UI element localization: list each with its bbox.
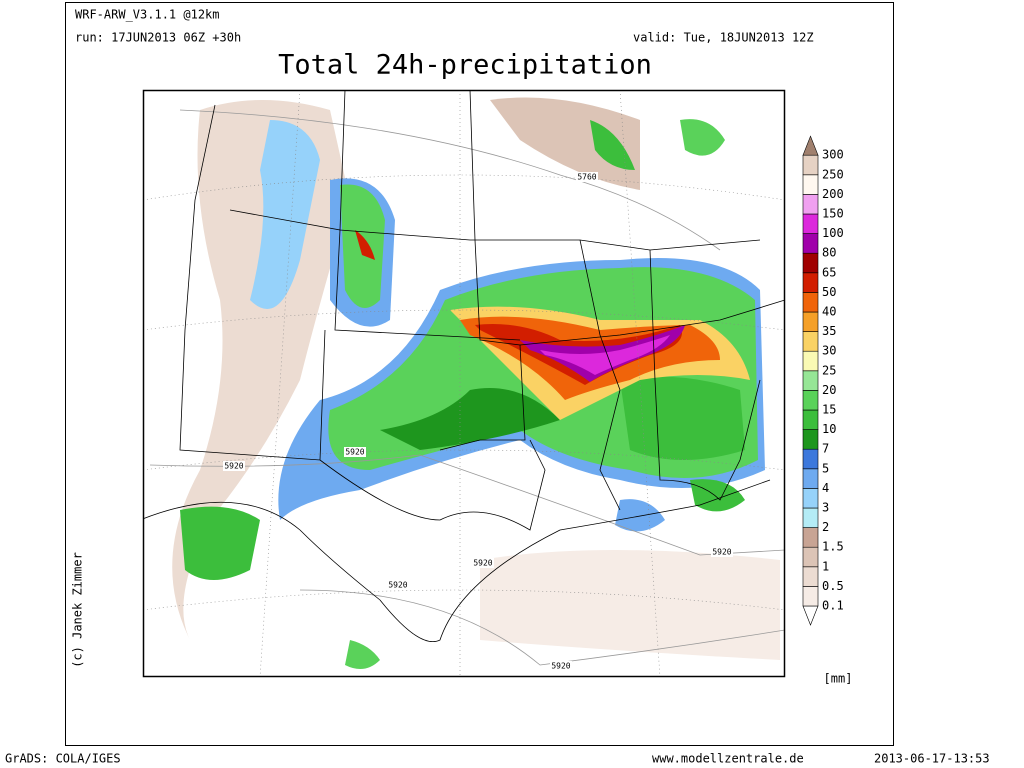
colorbar-label: 25 <box>822 363 836 377</box>
credit: (c) Janek Zimmer <box>71 552 85 668</box>
colorbar-box <box>802 194 819 215</box>
map-area <box>143 90 785 677</box>
precipitation-field <box>172 97 780 669</box>
colorbar-box <box>802 154 819 176</box>
colorbar-unit: [mm] <box>824 672 853 686</box>
colorbar-label: 3 <box>822 501 829 515</box>
colorbar-box <box>802 272 819 293</box>
colorbar-label: 250 <box>822 167 844 181</box>
colorbar-box <box>802 448 819 470</box>
contour-label: 5920 <box>388 581 407 590</box>
colorbar-label: 35 <box>822 324 836 338</box>
colorbar-box <box>802 546 819 568</box>
colorbar-box <box>802 468 819 489</box>
colorbar-label: 2 <box>822 520 829 534</box>
colorbar-label: 50 <box>822 285 836 299</box>
colorbar-box <box>802 586 819 607</box>
colorbar: 0.1 0.5 1 1.5 2 3 4 5 7 10 15 20 25 30 35 40 50 65 80 100 15… <box>802 135 844 626</box>
contour-label-bg <box>550 661 572 671</box>
contour-label-bg <box>387 580 409 590</box>
colorbar-label: 1 <box>822 559 829 573</box>
colorbar-label: 1.5 <box>822 540 844 554</box>
colorbar-upper-triangle <box>802 135 819 156</box>
colorbar-label: 7 <box>822 442 829 456</box>
colorbar-label: 65 <box>822 265 836 279</box>
state-borders <box>143 90 785 642</box>
contour-label: 5920 <box>473 559 492 568</box>
colorbar-box <box>802 566 819 587</box>
colorbar-label: 0.5 <box>822 579 844 593</box>
contour-label-bg <box>576 172 598 182</box>
colorbar-label: 40 <box>822 305 836 319</box>
contour-label-bg <box>344 447 366 457</box>
website-label: www.modellzentrale.de <box>652 752 804 766</box>
contour-label-bg <box>711 547 733 557</box>
colorbar-label: 20 <box>822 383 836 397</box>
colorbar-label: 200 <box>822 187 844 201</box>
software-label: GrADS: COLA/IGES <box>5 752 121 766</box>
graticule <box>143 90 785 677</box>
colorbar-box <box>802 331 819 352</box>
model-label: WRF-ARW_V3.1.1 @12km <box>75 8 220 22</box>
map-frame <box>142 89 786 678</box>
colorbar-label: 10 <box>822 422 836 436</box>
colorbar-label: 300 <box>822 148 844 162</box>
colorbar-box <box>802 174 819 195</box>
contour-label-bg <box>472 558 494 568</box>
colorbar-label: 30 <box>822 344 836 358</box>
valid-label: valid: Tue, 18JUN2013 12Z <box>633 31 814 45</box>
contour-label: 5920 <box>712 548 731 557</box>
colorbar-box <box>802 350 819 372</box>
contour-label: 5920 <box>345 448 364 457</box>
colorbar-box <box>802 311 819 332</box>
height-contours <box>149 109 785 666</box>
colorbar-box <box>802 292 819 313</box>
colorbar-label: 15 <box>822 403 836 417</box>
colorbar-label: 100 <box>822 226 844 240</box>
colorbar-lower-triangle <box>802 605 819 626</box>
run-label: run: 17JUN2013 06Z +30h <box>75 31 241 45</box>
colorbar-label: 5 <box>822 461 829 475</box>
colorbar-label: 0.1 <box>822 599 844 613</box>
contour-label-bg <box>223 461 245 471</box>
contour-label: 5760 <box>577 173 596 182</box>
colorbar-box <box>802 409 819 430</box>
colorbar-box <box>802 370 819 391</box>
timestamp-label: 2013-06-17-13:53 <box>874 752 990 766</box>
colorbar-label: 150 <box>822 207 844 221</box>
contour-labels: 5760 5920 5920 5920 5920 5920 5920 <box>223 172 733 671</box>
colorbar-label: 80 <box>822 246 836 260</box>
outer-frame <box>65 2 894 746</box>
colorbar-box <box>802 429 819 450</box>
colorbar-box <box>802 527 819 548</box>
colorbar-box <box>802 233 819 254</box>
colorbar-box <box>802 488 819 509</box>
contour-label: 5920 <box>551 662 570 671</box>
contour-label: 5920 <box>224 462 243 471</box>
colorbar-box <box>802 507 819 528</box>
map-title: Total 24h-precipitation <box>278 50 652 81</box>
colorbar-box <box>802 213 819 234</box>
colorbar-box <box>802 252 819 274</box>
colorbar-box <box>802 390 819 411</box>
colorbar-label: 4 <box>822 481 829 495</box>
